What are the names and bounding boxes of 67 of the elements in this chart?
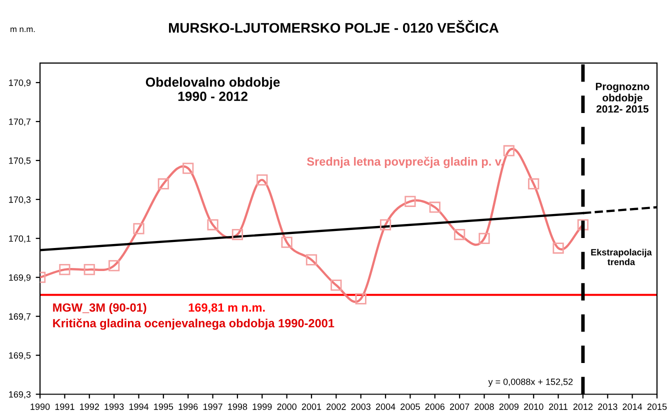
point [503, 145, 514, 156]
chart-title: MURSKO-LJUTOMERSKO POLJE - 0120 VEŠČICA [169, 20, 499, 33]
point [528, 178, 540, 190]
x-tick-label: 2011 [549, 404, 568, 410]
x-tick-label: 2003 [351, 404, 370, 410]
x-tick-label: 1993 [104, 404, 124, 410]
annotation: Ekstrapolacija trenda [591, 248, 652, 266]
x-tick-label: 2006 [425, 404, 445, 410]
point [232, 228, 244, 240]
point [256, 174, 268, 186]
point [84, 264, 95, 276]
x-tick-label: 2002 [326, 404, 346, 410]
x-tick-label: 2005 [400, 404, 420, 410]
point [133, 223, 144, 234]
y-axis-title: m n.m. [10, 28, 35, 32]
point [182, 162, 194, 174]
annotation: Obdelovalno obdobje 1990 - 2012 [146, 77, 280, 101]
point [59, 264, 70, 276]
x-tick-label: 2013 [598, 404, 618, 410]
y-tick-label: 170,7 [9, 118, 31, 126]
x-tick-label: 1992 [80, 404, 99, 410]
x-tick-label: 2004 [376, 404, 396, 410]
y-tick-label: 169,5 [9, 352, 31, 360]
point [158, 178, 169, 190]
point [577, 219, 589, 230]
x-tick-label: 1999 [252, 404, 272, 410]
point [478, 232, 490, 244]
x-tick-label: 2001 [302, 404, 322, 410]
ref-line-label: 169,81 m n.m. [188, 303, 265, 314]
x-tick-label: 2000 [277, 404, 296, 410]
point [330, 280, 342, 291]
point [380, 219, 392, 230]
point [404, 196, 416, 207]
x-tick-label: 1996 [178, 404, 198, 410]
x-tick-label: 2014 [622, 404, 642, 410]
y-tick-label: 170,5 [9, 157, 31, 165]
y-tick-label: 170,1 [9, 235, 31, 243]
point [454, 228, 466, 240]
x-tick-label: 2009 [499, 404, 519, 410]
point [306, 254, 318, 266]
y-tick-label: 170,3 [9, 196, 31, 204]
annotation: MGW_3M (90-01) [53, 303, 146, 314]
x-tick-label: 1990 [30, 404, 50, 410]
annotation: y = 0,0088x + 152,52 [488, 378, 573, 387]
point [429, 202, 440, 213]
annotation: Prognozno obdobje 2012- 2015 [596, 82, 650, 113]
point [281, 236, 292, 248]
x-tick-label: 1998 [228, 404, 248, 410]
annotation: Kritična gladina ocenjevalnega obdobja 1990-2001 [53, 318, 334, 330]
x-tick-label: 2010 [524, 404, 544, 410]
x-tick-label: 1994 [129, 404, 149, 410]
point [355, 293, 366, 304]
x-tick-label: 1991 [55, 404, 74, 410]
point [207, 219, 218, 230]
x-tick-label: 2015 [647, 404, 667, 410]
y-tick-label: 169,3 [9, 391, 31, 399]
y-tick-label: 169,7 [9, 313, 31, 321]
point [552, 242, 564, 254]
x-tick-label: 1997 [203, 404, 222, 410]
y-tick-label: 170,9 [9, 80, 31, 87]
x-tick-label: 2012 [573, 404, 593, 410]
x-tick-label: 1995 [154, 404, 174, 410]
x-tick-label: 2007 [450, 404, 470, 410]
y-tick-label: 169,9 [9, 274, 31, 282]
series-label: Srednja letna povprečja gladin p. v. [306, 156, 504, 168]
x-tick-label: 2008 [474, 404, 494, 410]
point [108, 260, 120, 272]
